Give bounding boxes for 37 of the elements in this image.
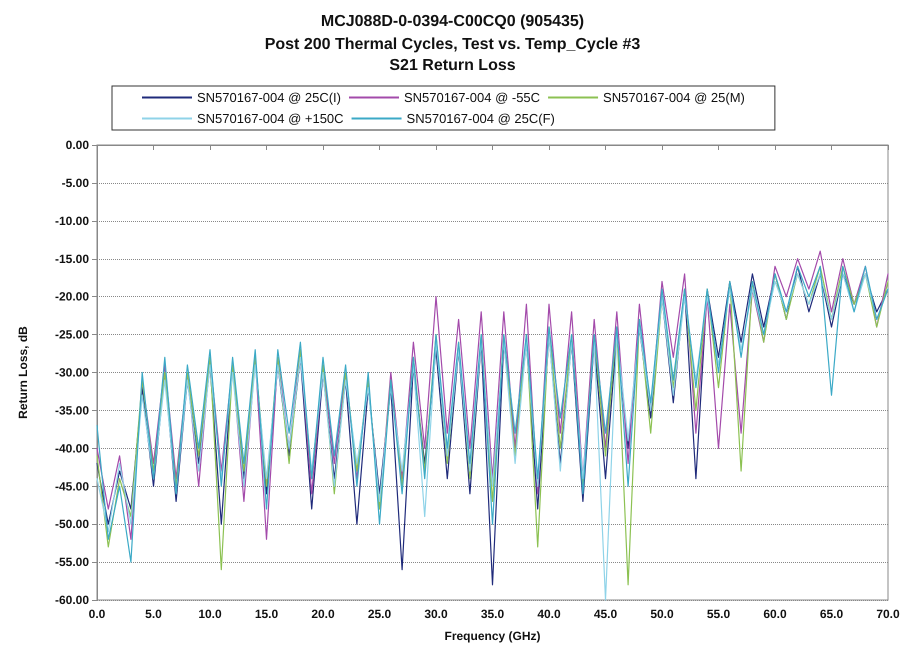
x-tick-label: 10.0 <box>198 607 222 621</box>
x-tick-label: 60.0 <box>763 607 787 621</box>
legend-label: SN570167-004 @ -55C <box>404 90 540 105</box>
chart-title: MCJ088D-0-0394-C00CQ0 (905435) <box>320 13 584 30</box>
legend-label: SN570167-004 @ 25(M) <box>603 90 745 105</box>
x-tick-label: 25.0 <box>368 607 392 621</box>
x-tick-label: 65.0 <box>820 607 844 621</box>
x-tick-label: 20.0 <box>311 607 335 621</box>
y-tick-label: 0.00 <box>66 138 90 152</box>
legend-label: SN570167-004 @ 25C(F) <box>406 111 555 126</box>
legend-label: SN570167-004 @ 25C(I) <box>197 90 341 105</box>
y-tick-label: -10.00 <box>54 214 90 228</box>
x-tick-label: 50.0 <box>650 607 674 621</box>
y-tick-label: -25.00 <box>54 328 90 342</box>
x-tick-label: 45.0 <box>594 607 618 621</box>
y-tick-label: -30.00 <box>54 366 90 380</box>
y-tick-label: -55.00 <box>54 555 90 570</box>
x-tick-label: 15.0 <box>254 607 278 621</box>
y-tick-label: -40.00 <box>54 441 90 456</box>
x-axis-title: Frequency (GHz) <box>444 629 541 643</box>
x-tick-label: 40.0 <box>537 607 561 621</box>
y-tick-label: -50.00 <box>54 517 90 532</box>
y-tick-label: -20.00 <box>54 290 90 304</box>
y-tick-label: -15.00 <box>54 252 90 266</box>
x-tick-label: 55.0 <box>706 607 730 621</box>
x-tick-label: 70.0 <box>876 607 900 621</box>
y-axis-title: Return Loss, dB <box>16 326 30 419</box>
y-tick-label: -35.00 <box>54 403 90 418</box>
chart-subtitle: Post 200 Thermal Cycles, Test vs. Temp_Cycle #3 S21 Return Loss <box>264 36 640 74</box>
y-tick-label: -45.00 <box>54 479 90 494</box>
x-tick-label: 5.0 <box>145 607 162 621</box>
x-tick-label: 0.0 <box>88 607 106 621</box>
y-tick-label: -60.00 <box>54 593 90 607</box>
x-tick-label: 30.0 <box>424 607 448 621</box>
x-tick-label: 35.0 <box>480 607 504 621</box>
y-tick-label: -5.00 <box>62 176 90 190</box>
legend-label: SN570167-004 @ +150C <box>197 111 344 126</box>
